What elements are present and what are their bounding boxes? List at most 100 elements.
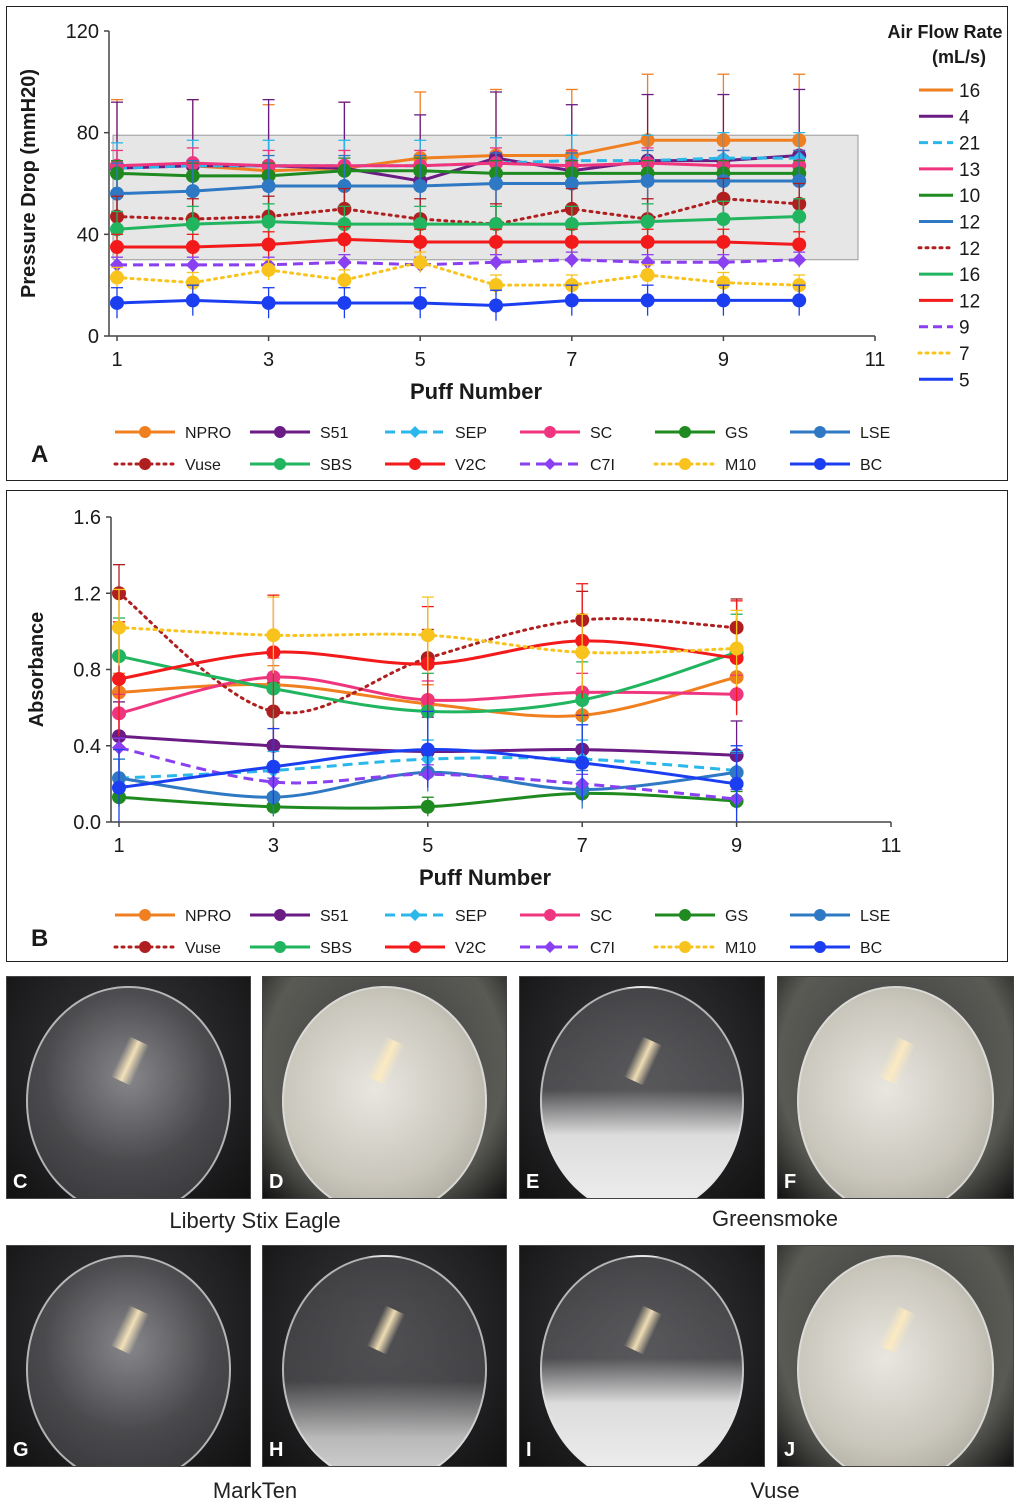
x-axis-label: Puff Number [419,865,551,890]
legend-label: M10 [725,457,756,474]
photo-panel-label: I [526,1439,532,1461]
x-tick-label: 9 [731,835,742,857]
caption-markten: MarkTen [212,1478,298,1503]
data-point [185,275,200,290]
y-axis-label: Pressure Drop (mmH20) [18,69,40,298]
legend-marker [679,941,691,953]
x-tick-label: 5 [422,835,433,857]
photo-panel-label: H [269,1439,284,1461]
legend-marker [679,909,691,921]
legend-marker [274,941,286,953]
y-tick-label: 80 [77,123,99,145]
flask [282,1254,487,1466]
data-point [564,293,579,308]
photo-panel-label: E [526,1171,540,1193]
legend-label: SC [590,908,612,925]
x-tick-label: 11 [865,349,886,371]
legend-item-s51: S51 [250,908,349,925]
legend-item-sep: SEP [385,908,487,925]
legend-label: Vuse [185,940,221,957]
data-point [110,186,124,201]
legend-marker [544,458,556,470]
legend-label: SEP [455,425,487,442]
legend-item-v2c: V2C [385,457,486,474]
caption-liberty-stix-eagle: Liberty Stix Eagle [169,1208,341,1233]
data-point [716,191,731,206]
legend-marker [274,458,286,470]
data-point [337,273,352,288]
legend-label: V2C [455,940,486,957]
legend-marker [544,426,556,438]
flow-legend-value: 10 [959,186,980,207]
data-point [716,293,731,308]
data-point [792,252,807,267]
legend-label: GS [725,425,748,442]
data-point [266,759,281,774]
x-tick-label: 3 [263,349,274,371]
flow-legend-entry-c7i: 9 [919,318,970,339]
flow-legend-entry-vuse: 12 [917,239,980,260]
legend-label: GS [725,908,748,925]
flow-legend-value: 9 [959,318,970,339]
flow-legend-value: 13 [959,160,980,181]
data-point [729,641,744,656]
flask [539,985,745,1198]
flow-legend-entry-bc: 5 [919,370,970,391]
flow-legend-value: 21 [959,134,980,155]
legend-label: SBS [320,940,352,957]
series-bc [112,710,744,822]
legend-marker [274,909,286,921]
data-point [489,217,503,232]
y-tick-label: 0 [88,326,99,348]
flow-legend-entry-v2c: 12 [919,291,980,312]
data-point [110,257,124,272]
legend-marker [409,941,421,953]
legend-item-sbs: SBS [250,457,352,474]
legend-marker [544,909,556,921]
legend-item-lse: LSE [790,908,890,925]
flow-legend-entry-lse: 12 [919,213,980,234]
flow-legend-title: Air Flow Rate [887,22,1002,42]
legend-item-sbs: SBS [250,940,352,957]
data-point [185,240,200,255]
legend-item-gs: GS [655,908,748,925]
data-point [337,217,352,232]
legend-item-sc: SC [520,908,612,925]
panel-b-absorbance-chart: 0.0 0.4 0.8 1.2 1.6 1 3 5 7 9 11 Puff Number Absorba… [6,490,1008,962]
legend-marker [814,458,826,470]
data-point [640,214,655,229]
legend-marker [274,426,286,438]
data-point [110,222,124,237]
legend-label: SC [590,425,612,442]
data-point [112,740,126,755]
flask-photo-e: E [519,976,765,1199]
flow-legend-value: 12 [959,213,980,234]
data-point [185,257,200,272]
flask-photo-g: G [6,1245,251,1467]
data-point [564,252,579,267]
flow-legend-entry-m10: 7 [917,344,970,365]
data-point [112,780,126,795]
y-axis-label: Absorbance [26,612,48,728]
legend-label: M10 [725,940,756,957]
flow-legend-entry-s51: 4 [919,107,970,128]
data-point [564,176,579,191]
flask [539,1254,745,1466]
series-line [116,169,800,178]
legend-item-sc: SC [520,425,612,442]
legend-label: BC [860,940,882,957]
data-point [112,620,126,635]
data-point [420,628,435,643]
legend-marker [544,941,556,953]
data-point [716,212,731,227]
data-point [413,234,428,249]
data-point [729,776,744,791]
legend-label: NPRO [185,425,231,442]
panel-label: A [31,441,48,468]
flask [26,985,231,1198]
flow-legend-unit: (mL/s) [932,47,986,67]
legend-item-bc: BC [790,457,882,474]
data-point [337,232,352,247]
series-line [117,138,800,173]
